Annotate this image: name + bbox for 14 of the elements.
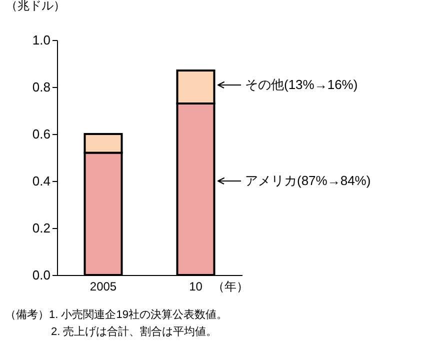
x-axis-title: （年） (212, 280, 248, 294)
x-tick-label: 2005 (90, 280, 117, 294)
text: 2. 売上げは合計、割合は平均値。 (51, 325, 218, 338)
y-tick-label: 0.2 (32, 220, 50, 236)
text: （備考）1. 小売関連企19社の決算公表数値。 (5, 308, 228, 321)
y-tick-label: 0.0 (32, 268, 50, 282)
text: アメリカ(87%→84%) (245, 173, 371, 188)
y-tick-label: 0.4 (32, 174, 50, 188)
y-axis-title: （兆ドル） (6, 0, 66, 12)
y-tick-label: 0.8 (32, 80, 50, 94)
y-tick-label: 1.0 (32, 32, 50, 48)
y-tick-label: 0.6 (32, 126, 50, 142)
text: その他(13%→16%) (245, 77, 358, 92)
x-tick-label: 10 (189, 280, 203, 294)
